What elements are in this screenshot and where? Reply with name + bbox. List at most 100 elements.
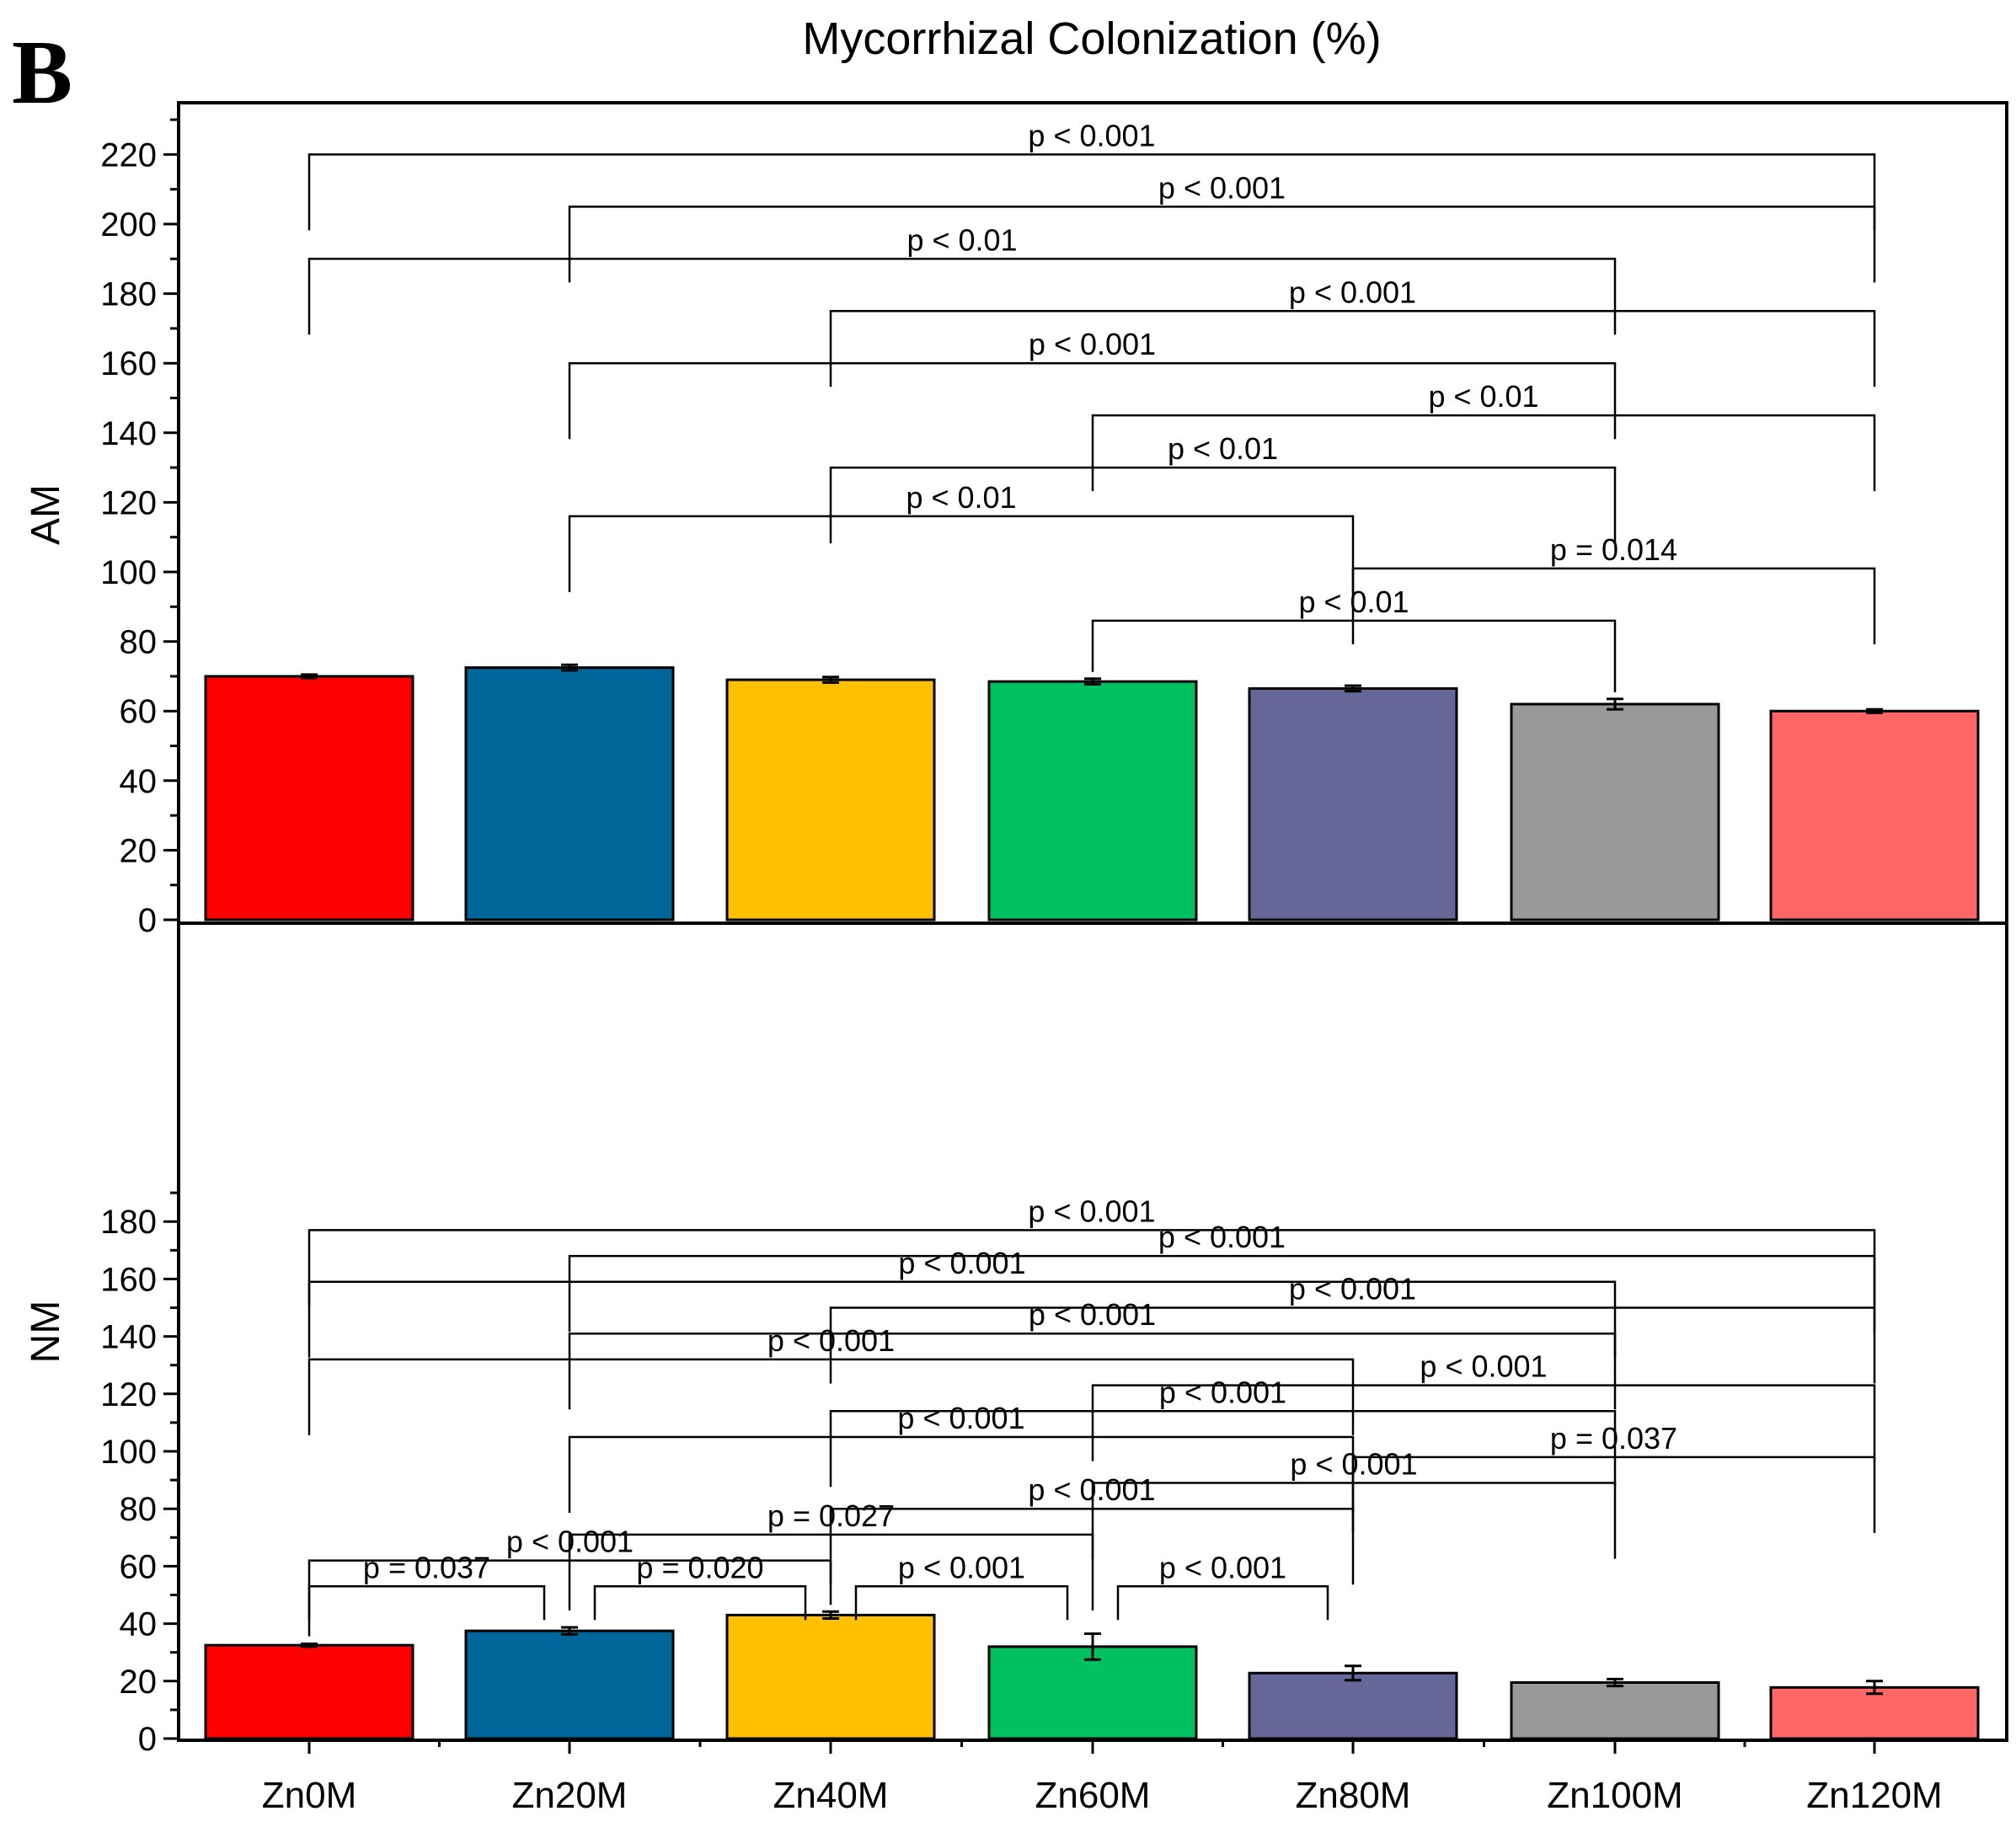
significance-bracket-nm	[568, 1533, 1094, 1611]
y-tick-label-nm: 80	[120, 1491, 158, 1528]
y-tick-label-am: 80	[120, 624, 158, 661]
significance-label-nm: p = 0.027	[767, 1498, 895, 1533]
y-tick-label-nm: 40	[120, 1606, 158, 1643]
y-tick-label-nm: 120	[100, 1376, 157, 1413]
significance-bracket-am	[829, 466, 1617, 544]
bar-nm-zn0m	[204, 1643, 414, 1740]
y-axis-label-am: AM	[24, 484, 68, 545]
significance-bracket-nm	[593, 1585, 807, 1621]
bar-am-zn120m	[1769, 709, 1980, 922]
bar-am-zn20m	[464, 666, 675, 922]
y-axis-label-nm: NM	[24, 1301, 68, 1364]
significance-bracket-nm	[568, 1435, 1355, 1513]
significance-label-nm: p < 0.001	[1028, 1194, 1155, 1228]
significance-label-am: p < 0.01	[1428, 379, 1538, 414]
significance-label-nm: p < 0.001	[767, 1323, 895, 1358]
bar-nm-zn40m	[725, 1613, 936, 1740]
significance-label-nm: p = 0.037	[1550, 1421, 1677, 1456]
y-tick-label-am: 220	[100, 136, 157, 174]
significance-label-am: p < 0.01	[1298, 585, 1409, 619]
bar-nm-zn80m	[1248, 1671, 1458, 1740]
significance-bracket-am	[1351, 567, 1876, 644]
significance-label-nm: p = 0.037	[363, 1550, 490, 1584]
x-tick-label: Zn100M	[1547, 1775, 1682, 1816]
y-tick-label-nm: 140	[100, 1319, 157, 1356]
significance-bracket-nm	[568, 1332, 1617, 1410]
significance-bracket-am	[568, 361, 1617, 440]
significance-label-nm: p < 0.001	[1290, 1447, 1417, 1482]
significance-label-nm: p < 0.001	[1158, 1220, 1286, 1254]
significance-bracket-am	[1091, 619, 1617, 692]
significance-bracket-nm	[1091, 1482, 1617, 1559]
x-tick-label: Zn120M	[1806, 1775, 1942, 1816]
significance-bracket-nm	[1351, 1456, 1876, 1533]
y-tick-label-nm: 100	[100, 1434, 157, 1471]
significance-bracket-nm	[1091, 1384, 1876, 1461]
significance-label-nm: p < 0.001	[1289, 1272, 1416, 1306]
y-tick-label-am: 200	[100, 206, 157, 243]
bar-am-zn40m	[725, 678, 936, 922]
significance-label-nm: p < 0.001	[1159, 1550, 1286, 1584]
y-tick-label-am: 180	[100, 276, 157, 313]
y-tick-label-nm: 60	[120, 1548, 158, 1585]
significance-bracket-nm	[829, 1507, 1355, 1585]
significance-label-am: p < 0.001	[1289, 275, 1416, 309]
significance-bracket-am	[568, 206, 1876, 283]
significance-label-nm: p < 0.001	[506, 1525, 634, 1559]
y-tick-label-nm: 0	[138, 1721, 157, 1758]
significance-bracket-am	[307, 258, 1617, 335]
x-tick-label: Zn40M	[773, 1775, 889, 1816]
significance-label-am: p < 0.01	[1168, 431, 1278, 466]
bar-am-zn100m	[1510, 702, 1720, 922]
bar-nm-zn100m	[1510, 1681, 1720, 1740]
bar-am-zn0m	[204, 675, 414, 922]
y-tick-label-am: 20	[120, 832, 158, 869]
significance-label-nm: p < 0.001	[897, 1401, 1024, 1435]
y-tick-label-am: 40	[120, 763, 158, 800]
y-tick-label-am: 0	[138, 902, 157, 939]
significance-label-am: p < 0.001	[1029, 327, 1156, 361]
y-tick-label-nm: 160	[100, 1261, 157, 1298]
significance-bracket-nm	[829, 1410, 1617, 1488]
y-tick-label-am: 120	[100, 484, 157, 521]
significance-label-am: p < 0.001	[1028, 118, 1155, 152]
y-tick-label-am: 140	[100, 415, 157, 452]
significance-label-am: p < 0.01	[906, 222, 1017, 257]
significance-label-nm: p < 0.001	[1159, 1375, 1286, 1409]
x-tick-label: Zn60M	[1035, 1775, 1151, 1816]
significance-bracket-am	[568, 515, 1355, 592]
significance-label-nm: p < 0.001	[1028, 1472, 1155, 1507]
significance-bracket-nm	[568, 1254, 1876, 1333]
panel-am: 0 20 40 60 80 100 120 140 160 180 200 220 AM p < 0.00…	[24, 118, 1980, 939]
y-tick-label-am: 160	[100, 345, 157, 382]
significance-bracket-nm	[829, 1306, 1876, 1384]
significance-bracket-am	[307, 153, 1876, 231]
significance-bracket-nm	[307, 1585, 546, 1621]
y-tick-label-nm: 20	[120, 1664, 158, 1701]
significance-label-nm: p = 0.020	[636, 1550, 763, 1584]
x-tick-label: Zn0M	[262, 1775, 356, 1816]
significance-bracket-nm	[307, 1280, 1617, 1358]
significance-bracket-am	[829, 310, 1876, 387]
significance-label-am: p < 0.001	[1158, 170, 1286, 205]
y-tick-label-nm: 180	[100, 1204, 157, 1241]
y-tick-label-am: 60	[120, 693, 158, 730]
significance-label-nm: p < 0.001	[898, 1550, 1025, 1584]
significance-bracket-nm	[1116, 1585, 1329, 1621]
significance-label-nm: p < 0.001	[1029, 1297, 1156, 1332]
bar-am-zn60m	[987, 680, 1198, 922]
significance-label-am: p = 0.014	[1550, 532, 1677, 567]
significance-bracket-nm	[307, 1358, 1355, 1435]
chart-title: Mycorrhizal Colonization (%)	[802, 13, 1381, 64]
y-tick-label-am: 100	[100, 554, 157, 591]
significance-label-am: p < 0.01	[906, 480, 1016, 515]
significance-bracket-am	[1091, 414, 1876, 492]
panel-label: B	[12, 23, 72, 123]
x-tick-label: Zn80M	[1296, 1775, 1411, 1816]
significance-bracket-nm	[854, 1585, 1069, 1621]
x-tick-label: Zn20M	[512, 1775, 628, 1816]
significance-label-nm: p < 0.001	[1420, 1349, 1547, 1384]
bar-nm-zn120m	[1769, 1685, 1980, 1740]
